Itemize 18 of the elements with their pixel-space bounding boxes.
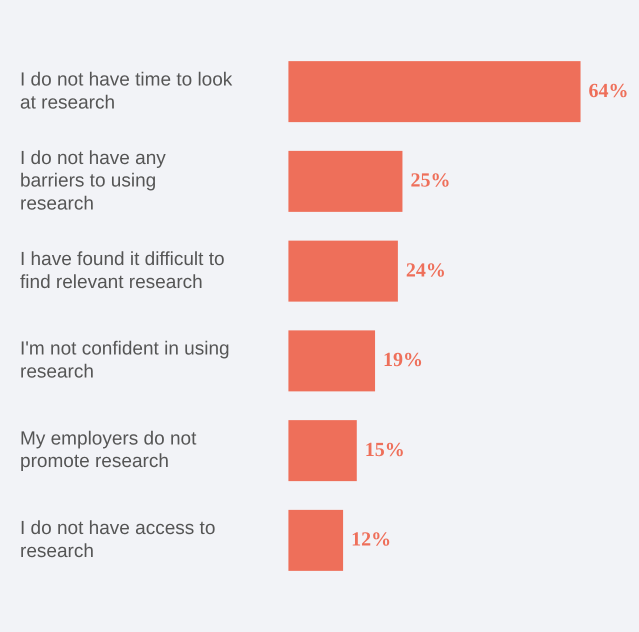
data-label: 12% xyxy=(351,528,392,551)
y-tick-label: My employers do not promote research xyxy=(20,428,198,472)
y-tick-label: I do not have any barriers to using research xyxy=(20,148,166,214)
data-label: 15% xyxy=(364,438,405,461)
y-tick-label: I do not have access to research xyxy=(20,518,216,562)
bar xyxy=(288,150,402,212)
bar xyxy=(288,420,357,482)
y-tick-label: I do not have time to look at research xyxy=(20,70,233,114)
y-tick-label: I'm not confident in using research xyxy=(20,338,230,382)
bar xyxy=(288,330,376,392)
bar xyxy=(288,510,344,571)
data-label: 24% xyxy=(406,259,446,282)
y-tick-label: I have found it difficult to find relevant research xyxy=(20,248,225,293)
data-label: 19% xyxy=(383,349,424,372)
data-label: 25% xyxy=(410,170,450,192)
bar xyxy=(288,240,398,302)
bar xyxy=(288,61,581,122)
data-label: 64% xyxy=(588,80,629,102)
